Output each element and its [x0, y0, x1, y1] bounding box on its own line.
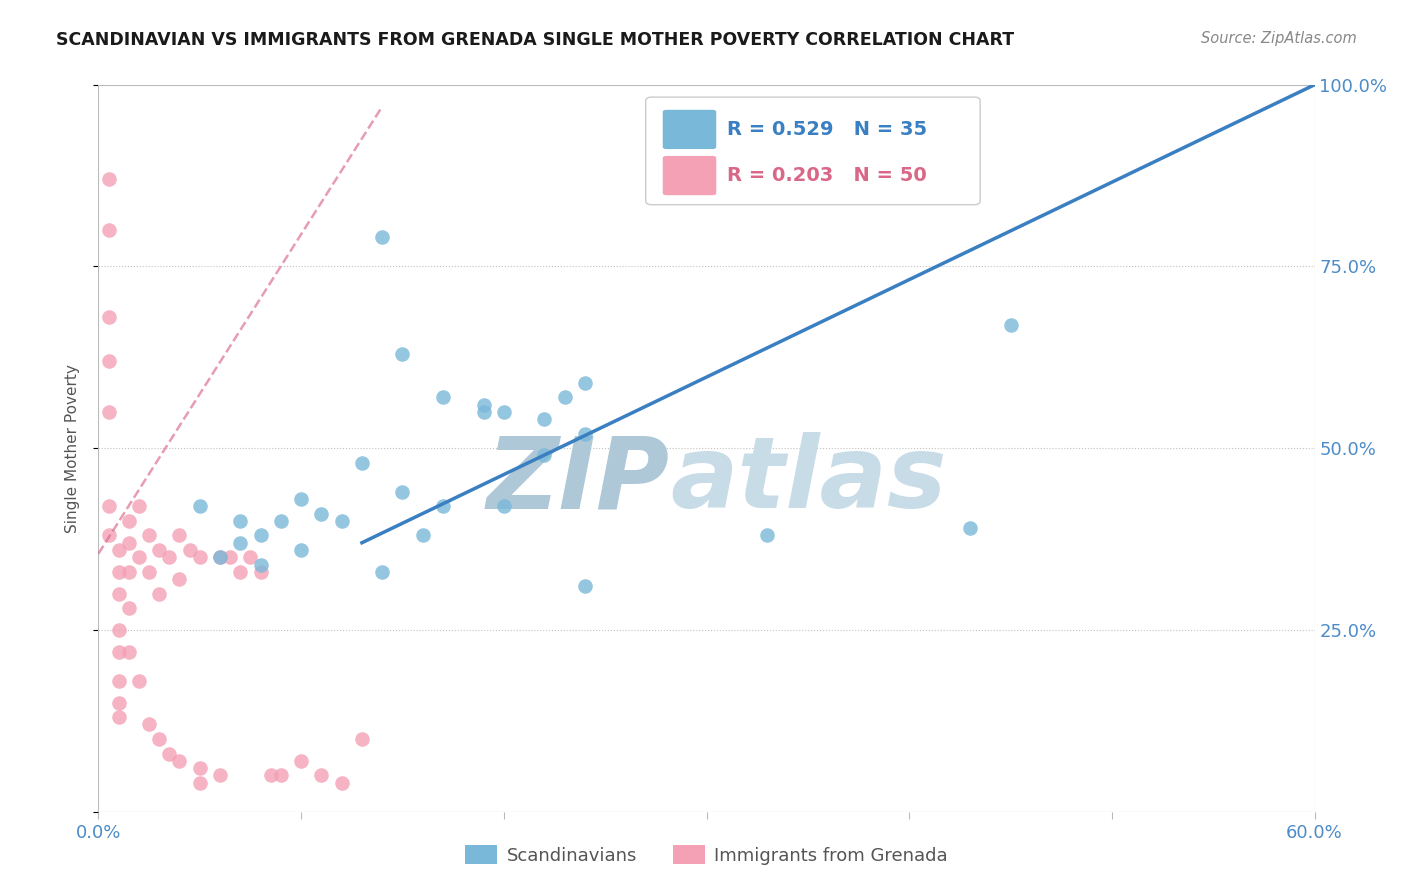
Point: [97, 310, 120, 325]
Point: [270, 514, 292, 528]
Point: [472, 405, 495, 419]
Point: [239, 550, 262, 565]
Point: [157, 550, 180, 565]
Point: [735, 99, 758, 113]
Point: [188, 775, 211, 789]
Point: [128, 500, 150, 514]
Point: [249, 528, 271, 542]
Point: [118, 645, 141, 659]
Point: [209, 550, 232, 565]
Point: [1000, 318, 1022, 332]
Point: [128, 550, 150, 565]
Point: [229, 535, 252, 549]
Point: [118, 601, 141, 615]
Text: ZIP: ZIP: [486, 433, 671, 530]
Point: [574, 579, 596, 593]
Text: SCANDINAVIAN VS IMMIGRANTS FROM GRENADA SINGLE MOTHER POVERTY CORRELATION CHART: SCANDINAVIAN VS IMMIGRANTS FROM GRENADA …: [56, 31, 1014, 49]
Point: [311, 768, 333, 782]
Point: [350, 731, 373, 746]
Point: [97, 172, 120, 186]
Point: [107, 543, 129, 558]
Point: [97, 500, 120, 514]
Point: [107, 623, 129, 637]
Point: [169, 754, 191, 768]
Point: [97, 354, 120, 368]
Point: [118, 514, 141, 528]
Point: [169, 528, 191, 542]
Point: [97, 405, 120, 419]
Point: [554, 390, 576, 404]
Point: [188, 550, 211, 565]
Point: [260, 768, 283, 782]
Point: [432, 500, 454, 514]
Point: [188, 500, 211, 514]
Point: [209, 768, 232, 782]
Point: [696, 99, 718, 113]
Point: [107, 710, 129, 724]
Point: [574, 376, 596, 390]
Point: [533, 412, 555, 426]
Point: [138, 565, 160, 579]
FancyBboxPatch shape: [662, 110, 716, 149]
Point: [209, 550, 232, 565]
Point: [138, 528, 160, 542]
Point: [290, 754, 312, 768]
Point: [229, 514, 252, 528]
Point: [330, 775, 353, 789]
Point: [169, 572, 191, 586]
Point: [148, 731, 170, 746]
Point: [97, 223, 120, 237]
Point: [157, 747, 180, 761]
Point: [959, 521, 981, 535]
Point: [492, 405, 515, 419]
Point: [107, 673, 129, 688]
Text: Source: ZipAtlas.com: Source: ZipAtlas.com: [1201, 31, 1357, 46]
Point: [290, 492, 312, 507]
Point: [249, 558, 271, 572]
Point: [350, 456, 373, 470]
Point: [249, 565, 271, 579]
Point: [107, 587, 129, 601]
Point: [148, 587, 170, 601]
FancyBboxPatch shape: [645, 97, 980, 204]
Point: [107, 696, 129, 710]
Point: [138, 717, 160, 731]
Point: [118, 535, 141, 549]
Y-axis label: Single Mother Poverty: Single Mother Poverty: [65, 364, 80, 533]
Point: [492, 500, 515, 514]
Point: [432, 390, 454, 404]
Point: [107, 565, 129, 579]
Point: [391, 347, 413, 361]
Legend: Scandinavians, Immigrants from Grenada: Scandinavians, Immigrants from Grenada: [458, 838, 955, 871]
Point: [574, 426, 596, 441]
Text: atlas: atlas: [671, 433, 946, 530]
Point: [533, 449, 555, 463]
Point: [128, 673, 150, 688]
Point: [118, 565, 141, 579]
Point: [148, 543, 170, 558]
Point: [412, 528, 434, 542]
Point: [188, 761, 211, 775]
Point: [472, 398, 495, 412]
Point: [371, 565, 394, 579]
Point: [229, 565, 252, 579]
Point: [107, 645, 129, 659]
Point: [179, 543, 201, 558]
Point: [837, 114, 859, 128]
Text: R = 0.529   N = 35: R = 0.529 N = 35: [727, 120, 928, 139]
FancyBboxPatch shape: [662, 156, 716, 195]
Point: [290, 543, 312, 558]
Point: [270, 768, 292, 782]
Text: R = 0.203   N = 50: R = 0.203 N = 50: [727, 166, 927, 185]
Point: [756, 528, 779, 542]
Point: [97, 528, 120, 542]
Point: [391, 484, 413, 499]
Point: [330, 514, 353, 528]
Point: [219, 550, 242, 565]
Point: [371, 230, 394, 244]
Point: [311, 507, 333, 521]
